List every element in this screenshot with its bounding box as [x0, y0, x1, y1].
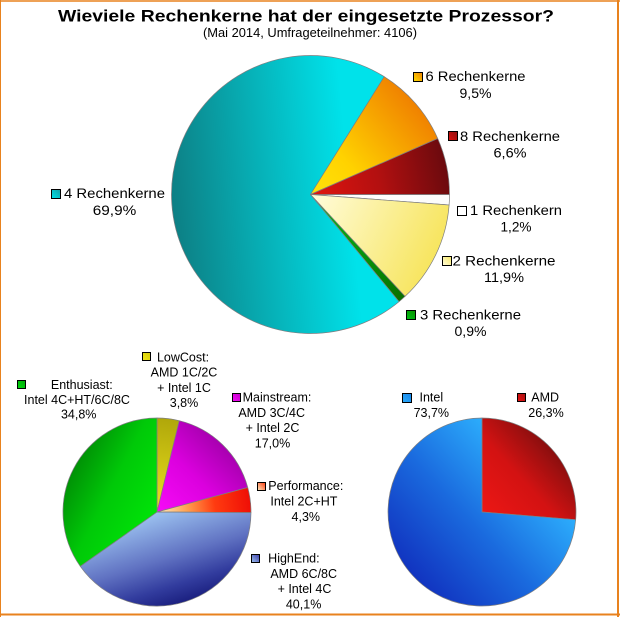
svg-text:Intel 2C+HT: Intel 2C+HT [270, 494, 337, 508]
svg-text:3 Rechenkerne: 3 Rechenkerne [420, 307, 521, 323]
svg-text:Intel: Intel [419, 391, 443, 405]
svg-text:17,0%: 17,0% [255, 436, 290, 450]
svg-text:40,1%: 40,1% [286, 598, 321, 612]
svg-text:9,5%: 9,5% [460, 85, 492, 101]
svg-text:AMD 3C/4C: AMD 3C/4C [238, 406, 305, 420]
svg-text:AMD 1C/2C: AMD 1C/2C [151, 366, 218, 380]
svg-text:3,8%: 3,8% [170, 396, 199, 410]
svg-text:1 Rechenkern: 1 Rechenkern [470, 202, 562, 218]
svg-text:6,6%: 6,6% [494, 144, 527, 160]
svg-text:69,9%: 69,9% [93, 202, 137, 218]
svg-text:(Mai 2014, Umfrageteilnehmer:: (Mai 2014, Umfrageteilnehmer: 4106) [203, 25, 417, 40]
svg-text:0,9%: 0,9% [455, 323, 487, 339]
svg-text:+ Intel 1C: + Intel 1C [157, 381, 211, 395]
svg-text:11,9%: 11,9% [484, 269, 524, 285]
svg-text:+ Intel 4C: + Intel 4C [278, 582, 332, 596]
svg-text:+ Intel 2C: + Intel 2C [246, 421, 300, 435]
svg-text:2 Rechenkerne: 2 Rechenkerne [453, 253, 556, 269]
svg-text:4 Rechenkerne: 4 Rechenkerne [64, 185, 165, 201]
svg-text:Wieviele Rechenkerne hat der e: Wieviele Rechenkerne hat der eingesetzte… [58, 7, 554, 26]
svg-text:26,3%: 26,3% [528, 406, 563, 420]
svg-text:Performance:: Performance: [268, 479, 343, 493]
svg-text:HighEnd:: HighEnd: [268, 551, 319, 565]
svg-text:1,2%: 1,2% [501, 218, 532, 234]
svg-text:34,8%: 34,8% [61, 408, 96, 422]
svg-text:AMD 6C/8C: AMD 6C/8C [270, 567, 337, 581]
svg-text:4,3%: 4,3% [292, 510, 321, 524]
svg-text:AMD: AMD [531, 391, 559, 405]
svg-text:LowCost:: LowCost: [157, 350, 209, 364]
svg-text:Enthusiast:: Enthusiast: [51, 378, 113, 392]
svg-text:6 Rechenkerne: 6 Rechenkerne [426, 68, 526, 84]
svg-text:73,7%: 73,7% [414, 406, 449, 420]
svg-text:Mainstream:: Mainstream: [243, 391, 312, 405]
svg-text:8 Rechenkerne: 8 Rechenkerne [460, 128, 560, 144]
svg-text:Intel 4C+HT/6C/8C: Intel 4C+HT/6C/8C [24, 393, 130, 407]
